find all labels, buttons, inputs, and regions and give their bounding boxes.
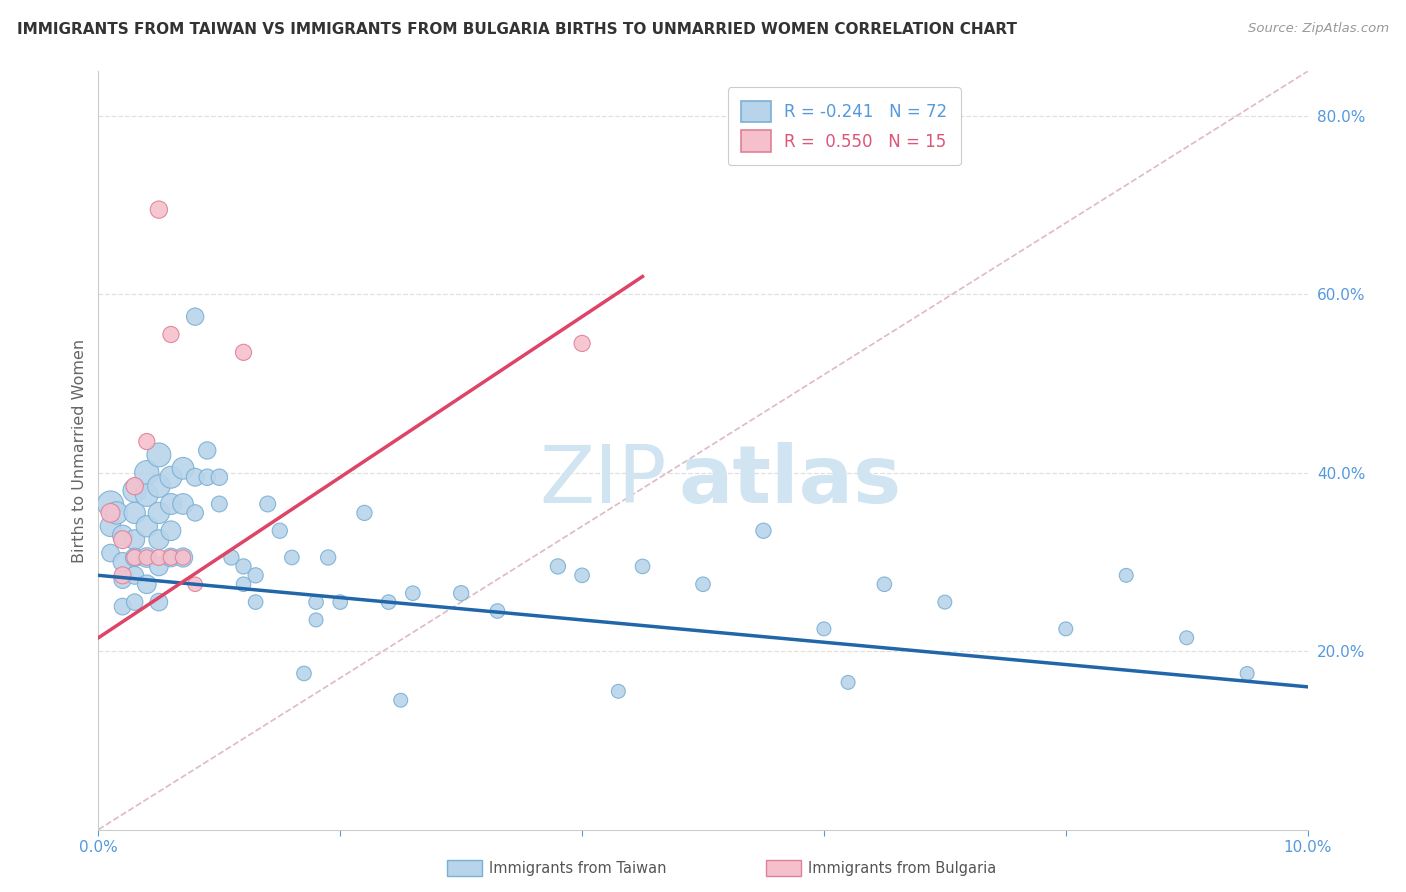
Point [934, 595, 956, 609]
Text: ZIP: ZIP [540, 442, 666, 520]
Point [172, 550, 194, 565]
Point [195, 470, 218, 484]
Text: Source: ZipAtlas.com: Source: ZipAtlas.com [1249, 22, 1389, 36]
Point [184, 310, 207, 324]
Point [160, 550, 183, 565]
Point [607, 684, 630, 698]
Point [160, 497, 183, 511]
Point [111, 568, 134, 582]
Point [124, 568, 146, 582]
Text: atlas: atlas [679, 442, 901, 520]
Point [184, 470, 207, 484]
Point [100, 519, 122, 533]
Point [631, 559, 654, 574]
Point [692, 577, 714, 591]
Point [135, 550, 157, 565]
Point [148, 533, 170, 547]
Point [1054, 622, 1077, 636]
Point [135, 519, 157, 533]
Point [160, 327, 183, 342]
Point [124, 483, 146, 498]
Point [135, 550, 157, 565]
Point [221, 550, 243, 565]
Point [172, 497, 194, 511]
Point [148, 479, 170, 493]
Point [292, 666, 315, 681]
Point [111, 599, 134, 614]
Point [208, 470, 231, 484]
Point [105, 506, 128, 520]
Point [232, 577, 254, 591]
Point [305, 595, 328, 609]
Point [148, 559, 170, 574]
Point [100, 506, 122, 520]
Point [547, 559, 569, 574]
Point [402, 586, 425, 600]
Y-axis label: Births to Unmarried Women: Births to Unmarried Women [72, 338, 87, 563]
Point [111, 533, 134, 547]
Point [245, 595, 267, 609]
Point [1236, 666, 1258, 681]
Point [208, 497, 231, 511]
Point [124, 506, 146, 520]
Point [571, 336, 593, 351]
Point [124, 550, 146, 565]
Point [160, 470, 183, 484]
Point [160, 524, 183, 538]
Point [148, 448, 170, 462]
Point [172, 461, 194, 475]
Point [269, 524, 291, 538]
Point [281, 550, 304, 565]
Point [1115, 568, 1137, 582]
Text: Immigrants from Taiwan: Immigrants from Taiwan [489, 862, 666, 876]
Point [377, 595, 399, 609]
Point [873, 577, 896, 591]
Point [450, 586, 472, 600]
Point [135, 466, 157, 480]
Point [124, 595, 146, 609]
Text: IMMIGRANTS FROM TAIWAN VS IMMIGRANTS FROM BULGARIA BIRTHS TO UNMARRIED WOMEN COR: IMMIGRANTS FROM TAIWAN VS IMMIGRANTS FRO… [17, 22, 1017, 37]
Point [353, 506, 375, 520]
Point [135, 434, 157, 449]
Point [135, 488, 157, 502]
Point [195, 443, 218, 458]
Point [486, 604, 509, 618]
Point [135, 577, 157, 591]
Point [256, 497, 278, 511]
Point [148, 595, 170, 609]
Point [571, 568, 593, 582]
Point [100, 546, 122, 560]
Point [329, 595, 352, 609]
Point [305, 613, 328, 627]
Point [148, 506, 170, 520]
Point [813, 622, 835, 636]
Point [111, 555, 134, 569]
Point [111, 528, 134, 542]
Point [184, 506, 207, 520]
Legend: R = -0.241   N = 72, R =  0.550   N = 15: R = -0.241 N = 72, R = 0.550 N = 15 [727, 87, 960, 165]
Point [160, 550, 183, 565]
Point [1175, 631, 1198, 645]
Point [124, 550, 146, 565]
Point [389, 693, 412, 707]
Point [111, 573, 134, 587]
Point [172, 550, 194, 565]
Point [245, 568, 267, 582]
Point [184, 577, 207, 591]
Point [837, 675, 859, 690]
Point [124, 479, 146, 493]
Point [316, 550, 339, 565]
Point [232, 559, 254, 574]
Point [752, 524, 775, 538]
Point [232, 345, 254, 359]
Point [100, 497, 122, 511]
Point [148, 550, 170, 565]
Point [148, 202, 170, 217]
Text: Immigrants from Bulgaria: Immigrants from Bulgaria [808, 862, 997, 876]
Point [124, 533, 146, 547]
